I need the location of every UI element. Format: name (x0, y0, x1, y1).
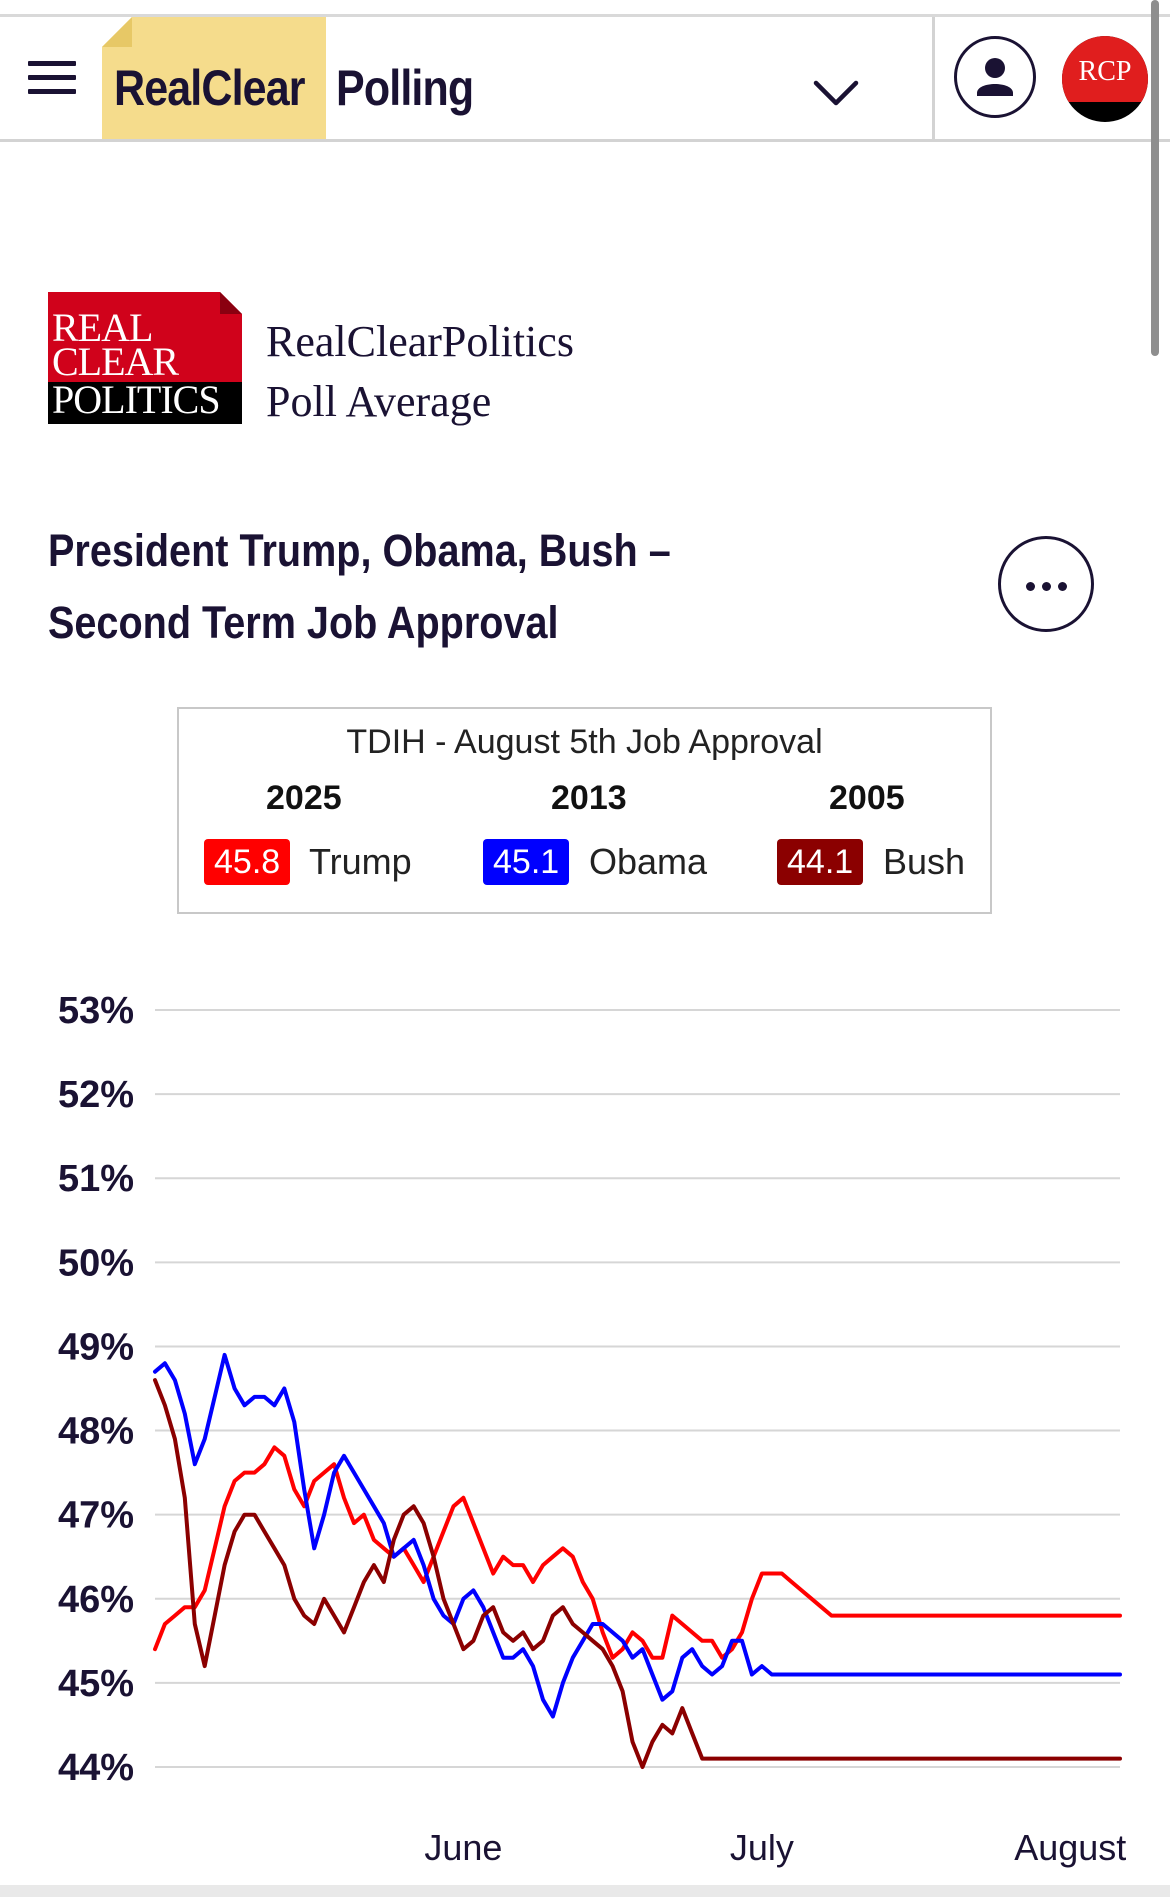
x-tick-label: July (730, 1827, 794, 1868)
user-icon (977, 58, 1013, 96)
chevron-down-icon[interactable] (812, 77, 860, 109)
site-header: RealClear Polling RCP (0, 17, 1170, 142)
y-tick-label: 46% (58, 1579, 134, 1621)
bottom-bar (0, 1885, 1170, 1897)
title-line-2: Second Term Job Approval (48, 597, 559, 648)
tdih-year: 2013 (551, 779, 627, 817)
user-account-button[interactable] (954, 36, 1036, 118)
more-options-button[interactable] (998, 536, 1094, 632)
page-title: President Trump, Obama, Bush – Second Te… (48, 515, 717, 659)
y-tick-label: 48% (58, 1411, 134, 1453)
rcp-badge-red (1062, 36, 1148, 102)
chart-grid (155, 1009, 1120, 1768)
approval-line-chart: 44% 45% 46% 47% 48% 49% 50% 51% 52% 53% June July A… (58, 990, 1126, 1868)
brand-polling[interactable]: Polling (336, 60, 474, 116)
logo-word-politics: POLITICS (52, 377, 221, 422)
series-line-obama (153, 1352, 1122, 1719)
dot-icon (1042, 582, 1051, 591)
rcp-badge-text: RCP (1078, 56, 1132, 87)
series-line-trump (153, 1445, 1122, 1660)
dot-icon (1058, 582, 1067, 591)
x-tick-label: June (424, 1827, 502, 1868)
source-name: RealClearPolitics (266, 317, 574, 366)
top-border (0, 14, 1170, 17)
y-tick-label: 47% (58, 1495, 134, 1537)
tdih-year: 2025 (266, 779, 342, 817)
header-divider (932, 17, 935, 139)
x-axis-labels: June July August (424, 1827, 1126, 1868)
page-scrollbar[interactable] (1151, 0, 1159, 356)
rcp-source-logo: REAL CLEAR POLITICS (48, 292, 242, 424)
y-tick-label: 49% (58, 1326, 134, 1368)
y-tick-label: 44% (58, 1747, 134, 1789)
tdih-name: Trump (309, 841, 412, 882)
y-tick-label: 53% (58, 990, 134, 1032)
tdih-name: Bush (883, 841, 966, 882)
y-tick-label: 51% (58, 1158, 134, 1200)
dot-icon (1026, 582, 1035, 591)
y-tick-label: 45% (58, 1663, 134, 1705)
title-line-1: President Trump, Obama, Bush – (48, 525, 671, 576)
tdih-value: 44.1 (777, 839, 864, 885)
tdih-value: 45.8 (204, 839, 291, 885)
logo-red-panel (48, 292, 242, 384)
logo-word-clear: CLEAR (52, 339, 179, 384)
y-tick-label: 50% (58, 1242, 134, 1284)
tdih-name: Obama (589, 841, 708, 882)
series-line-bush (153, 1378, 1122, 1769)
logo-word-real: REAL (52, 305, 153, 350)
logo-black-panel (48, 382, 242, 424)
tdih-summary-box: TDIH - August 5th Job Approval 2025 45.8… (177, 707, 992, 914)
tdih-year: 2005 (829, 779, 905, 817)
logo-corner-shade (102, 17, 132, 47)
tdih-title: TDIH - August 5th Job Approval (346, 723, 823, 761)
chart-series (153, 1352, 1122, 1769)
y-tick-label: 52% (58, 1074, 134, 1116)
brand-logo[interactable] (102, 17, 326, 139)
rcp-badge-button[interactable]: RCP (1062, 36, 1148, 122)
source-subtitle: Poll Average (266, 377, 492, 426)
x-tick-label: August (1014, 1827, 1126, 1868)
menu-icon[interactable] (28, 61, 76, 97)
logo-fold-shade (220, 292, 242, 314)
brand-realclear[interactable]: RealClear (114, 60, 306, 116)
tdih-value: 45.1 (483, 839, 570, 885)
y-axis-labels: 44% 45% 46% 47% 48% 49% 50% 51% 52% 53% (58, 990, 134, 1789)
